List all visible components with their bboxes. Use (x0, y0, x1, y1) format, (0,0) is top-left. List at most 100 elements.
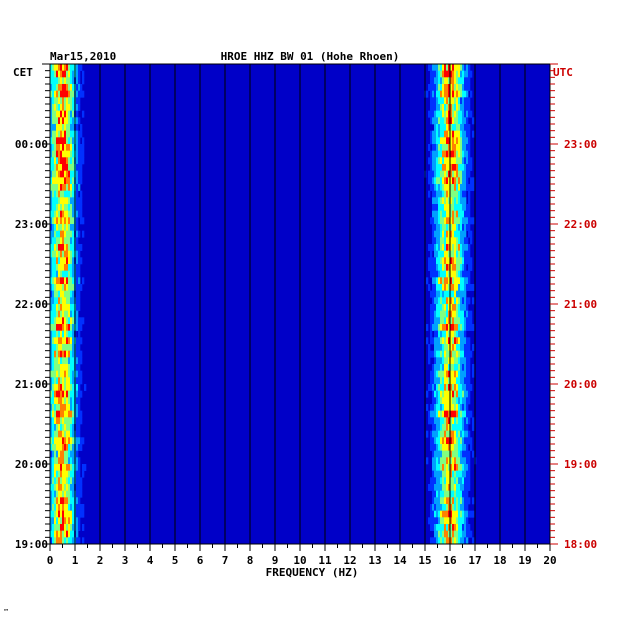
spectrogram-cell (456, 424, 459, 431)
spectrogram-cell (456, 84, 459, 91)
spectrogram-cell (52, 510, 55, 518)
spectrogram-cell (80, 484, 83, 491)
spectrogram-cell (58, 377, 61, 385)
spectrogram-cell (442, 437, 445, 445)
spectrogram-cell (452, 70, 455, 78)
spectrogram-cell (460, 444, 463, 451)
spectrogram-cell (464, 304, 467, 311)
spectrogram-cell (464, 244, 467, 251)
spectrogram-cell (72, 157, 75, 165)
spectrogram-cell (428, 157, 431, 165)
spectrogram-cell (438, 497, 441, 505)
spectrogram-cell (54, 370, 57, 378)
spectrogram-cell (444, 170, 447, 178)
spectrogram-cell (70, 384, 73, 391)
spectrogram-cell (454, 130, 457, 138)
spectrogram-cell (70, 317, 73, 325)
spectrogram-cell (434, 537, 437, 545)
spectrogram-cell (438, 510, 441, 518)
spectrogram-cell (464, 530, 467, 538)
spectrogram-cell (58, 270, 61, 278)
spectrogram-cell (54, 457, 57, 465)
spectrogram-cell (468, 137, 471, 145)
spectrogram-cell (452, 517, 455, 525)
spectrogram-cell (66, 224, 69, 231)
spectrogram-cell (64, 504, 67, 511)
spectrogram-cell (70, 304, 73, 311)
spectrogram-cell (66, 244, 69, 251)
spectrogram-cell (78, 290, 81, 298)
spectrogram-cell (444, 370, 447, 378)
spectrogram-cell (464, 457, 467, 465)
spectrogram-cell (436, 237, 439, 245)
spectrogram-cell (450, 290, 453, 298)
spectrogram-cell (76, 64, 79, 71)
spectrogram-cell (64, 204, 67, 211)
spectrogram-cell (442, 330, 445, 338)
spectrogram-cell (428, 170, 431, 178)
spectrogram-cell (430, 110, 433, 118)
spectrogram-cell (76, 350, 79, 358)
spectrogram-cell (462, 437, 465, 445)
spectrogram-cell (430, 84, 433, 91)
spectrogram-cell (468, 464, 471, 471)
spectrogram-cell (52, 317, 55, 325)
spectrogram-cell (62, 530, 65, 538)
spectrogram-cell (430, 217, 433, 225)
spectrogram-cell (78, 317, 81, 325)
spectrogram-cell (66, 530, 69, 538)
spectrogram-cell (434, 270, 437, 278)
spectrogram-cell (468, 510, 471, 518)
spectrogram-cell (72, 310, 75, 318)
spectrogram-cell (456, 230, 459, 238)
spectrogram-cell (78, 257, 81, 265)
spectrogram-cell (442, 390, 445, 398)
spectrogram-cell (466, 510, 469, 518)
spectrogram-cell (438, 277, 441, 285)
spectrogram-cell (64, 264, 67, 271)
spectrogram-cell (464, 444, 467, 451)
spectrogram-cell (438, 197, 441, 205)
spectrogram-cell (464, 144, 467, 151)
spectrogram-cell (66, 497, 69, 505)
spectrogram-cell (450, 244, 453, 251)
spectrogram-cell (460, 537, 463, 545)
spectrogram-cell (456, 104, 459, 111)
spectrogram-cell (452, 410, 455, 418)
spectrogram-cell (64, 150, 67, 158)
spectrogram-cell (444, 344, 447, 351)
spectrogram-cell (452, 484, 455, 491)
spectrogram-cell (56, 377, 59, 385)
spectrogram-cell (60, 504, 63, 511)
spectrogram-cell (448, 190, 451, 198)
spectrogram-cell (66, 264, 69, 271)
spectrogram-cell (58, 317, 61, 325)
spectrogram-cell (64, 137, 67, 145)
spectrogram-cell (460, 164, 463, 171)
spectrogram-cell (64, 144, 67, 151)
spectrogram-cell (440, 230, 443, 238)
spectrogram-cell (66, 130, 69, 138)
spectrogram-cell (454, 284, 457, 291)
spectrogram-cell (436, 137, 439, 145)
spectrogram-cell (432, 104, 435, 111)
spectrogram-cell (52, 377, 55, 385)
spectrogram-cell (460, 157, 463, 165)
spectrogram-cell (56, 350, 59, 358)
spectrogram-cell (50, 97, 53, 105)
spectrogram-cell (54, 164, 57, 171)
spectrogram-cell (446, 510, 449, 518)
spectrogram-cell (66, 390, 69, 398)
spectrogram-cell (448, 457, 451, 465)
spectrogram-cell (452, 184, 455, 191)
spectrogram-cell (66, 64, 69, 71)
spectrogram-cell (76, 164, 79, 171)
spectrogram-cell (458, 330, 461, 338)
spectrogram-cell (452, 217, 455, 225)
spectrogram-cell (60, 324, 63, 331)
spectrogram-cell (54, 317, 57, 325)
spectrogram-cell (448, 364, 451, 371)
spectrogram-cell (462, 184, 465, 191)
spectrogram-cell (472, 510, 475, 518)
spectrogram-cell (54, 217, 57, 225)
